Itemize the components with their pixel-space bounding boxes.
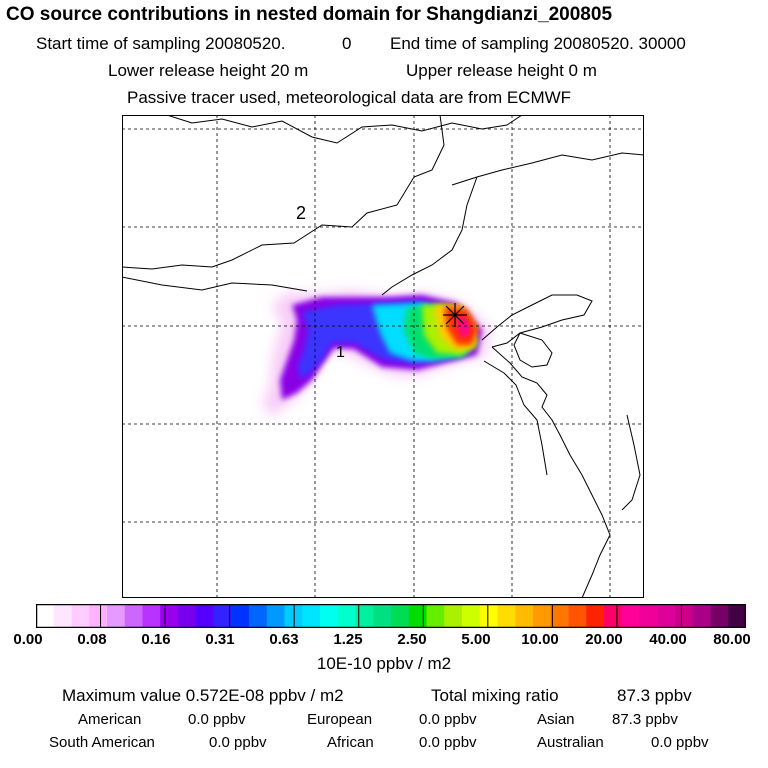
contribution-south-american-value: 0.0 ppbv	[209, 734, 267, 751]
colorbar-swatch	[320, 604, 339, 628]
colorbar-swatch	[391, 604, 410, 628]
colorbar-swatch	[533, 604, 552, 628]
contribution-european-name: European	[307, 711, 373, 728]
colorbar-swatch	[515, 604, 534, 628]
contribution-african-name: African	[327, 734, 374, 751]
colorbar-swatch	[586, 604, 605, 628]
graticule	[122, 115, 644, 598]
colorbar-tick-label: 0.16	[141, 631, 171, 648]
colorbar-tick-label: 0.08	[77, 631, 107, 648]
contribution-american-value: 0.0 ppbv	[188, 711, 246, 728]
colorbar-tick-label: 0.31	[205, 631, 235, 648]
colorbar-tick-label: 80.00	[713, 631, 751, 648]
asterisk-icon	[443, 303, 467, 327]
colorbar-swatch	[195, 604, 214, 628]
colorbar-swatch	[657, 604, 676, 628]
colorbar-swatch	[337, 604, 356, 628]
colorbar-swatch	[36, 604, 55, 628]
colorbar-swatch	[604, 604, 623, 628]
total-mixing-label: Total mixing ratio	[431, 686, 559, 705]
colorbar	[36, 604, 746, 628]
map-panel: 2 1	[122, 115, 644, 598]
contribution-south-american-name: South American	[49, 734, 155, 751]
colorbar-tick-label: 2.50	[397, 631, 427, 648]
contribution-african-value: 0.0 ppbv	[419, 734, 477, 751]
colorbar-swatch	[178, 604, 197, 628]
colorbar-swatch	[302, 604, 321, 628]
colorbar-swatch	[373, 604, 392, 628]
colorbar-swatch	[675, 604, 694, 628]
colorbar-swatch	[249, 604, 268, 628]
colorbar-swatch	[266, 604, 285, 628]
contribution-american-name: American	[78, 711, 142, 728]
colorbar-swatch	[71, 604, 90, 628]
colorbar-swatch	[142, 604, 161, 628]
colorbar-swatch	[550, 604, 569, 628]
colorbar-swatch	[568, 604, 587, 628]
colorbar-swatch	[710, 604, 729, 628]
colorbar-swatch	[284, 604, 303, 628]
colorbar-swatch	[107, 604, 126, 628]
colorbar-swatch	[426, 604, 445, 628]
colorbar-tick-label: 40.00	[649, 631, 687, 648]
colorbar-swatch	[692, 604, 711, 628]
concentration-plume	[262, 290, 490, 417]
contribution-australian-name: Australian	[537, 734, 604, 751]
colorbar-tick-label: 0.63	[269, 631, 299, 648]
colorbar-swatch	[497, 604, 516, 628]
colorbar-tick-label: 1.25	[333, 631, 363, 648]
colorbar-swatch	[213, 604, 232, 628]
colorbar-swatch	[89, 604, 108, 628]
region-label-2: 2	[296, 203, 306, 223]
colorbar-swatch	[160, 604, 179, 628]
maximum-value: Maximum value 0.572E-08 ppbv / m2	[62, 686, 344, 705]
colorbar-swatch	[355, 604, 374, 628]
colorbar-tick-label: 20.00	[585, 631, 623, 648]
contribution-european-value: 0.0 ppbv	[419, 711, 477, 728]
tracer-note: Passive tracer used, meteorological data…	[127, 88, 572, 107]
colorbar-swatch	[231, 604, 250, 628]
end-time-label: End time of sampling 20080520. 30000	[390, 34, 686, 53]
total-mixing-value: 87.3 ppbv	[617, 686, 692, 705]
colorbar-swatch	[53, 604, 72, 628]
region-label-1: 1	[336, 344, 345, 361]
colorbar-swatch	[124, 604, 143, 628]
colorbar-units: 10E-10 ppbv / m2	[316, 654, 452, 673]
start-time-value: 0	[342, 34, 352, 53]
colorbar-swatch	[479, 604, 498, 628]
colorbar-swatch	[444, 604, 463, 628]
plot-title: CO source contributions in nested domain…	[6, 4, 613, 25]
colorbar-swatch	[408, 604, 427, 628]
contribution-asian-value: 87.3 ppbv	[612, 711, 678, 728]
map-frame	[122, 115, 644, 598]
colorbar-tick-label: 0.00	[13, 631, 43, 648]
colorbar-swatch	[728, 604, 746, 628]
colorbar-tick-label: 5.00	[461, 631, 491, 648]
colorbar-swatch	[462, 604, 481, 628]
contribution-australian-value: 0.0 ppbv	[651, 734, 709, 751]
colorbar-frame	[36, 604, 746, 628]
colorbar-swatch	[621, 604, 640, 628]
colorbar-tick-label: 10.00	[521, 631, 559, 648]
colorbar-swatch	[639, 604, 658, 628]
lower-release-height: Lower release height 20 m	[108, 61, 309, 80]
upper-release-height: Upper release height 0 m	[406, 61, 597, 80]
start-time-label: Start time of sampling 20080520.	[36, 34, 286, 53]
contribution-asian-name: Asian	[537, 711, 575, 728]
